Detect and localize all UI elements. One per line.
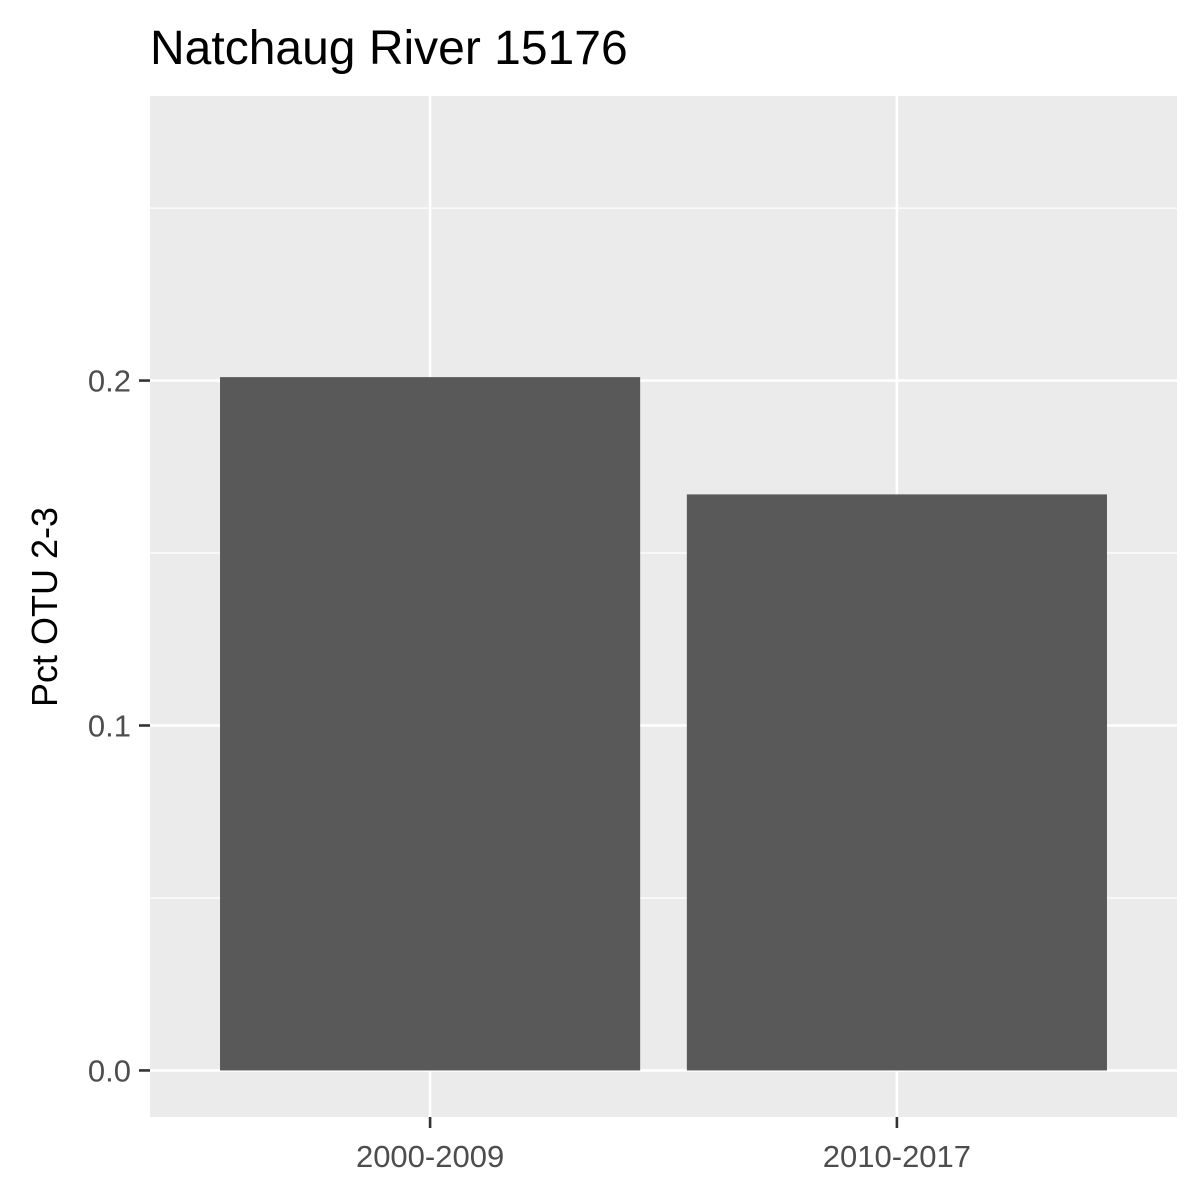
y-axis-label: Pct OTU 2-3 <box>24 507 65 707</box>
bar <box>686 494 1107 1071</box>
y-tick-label: 0.1 <box>88 709 131 744</box>
x-tick-label: 2000-2009 <box>356 1139 504 1174</box>
y-axis: 0.0 0.1 0.2 <box>88 364 150 1088</box>
x-axis: 2000-2009 2010-2017 <box>356 1117 971 1174</box>
x-tick-label: 2010-2017 <box>823 1139 971 1174</box>
bar <box>220 377 641 1071</box>
bar-layer <box>220 377 1107 1071</box>
y-tick-label: 0.0 <box>88 1053 131 1088</box>
chart-title: Natchaug River 15176 <box>150 22 628 75</box>
y-tick-label: 0.2 <box>88 364 131 399</box>
